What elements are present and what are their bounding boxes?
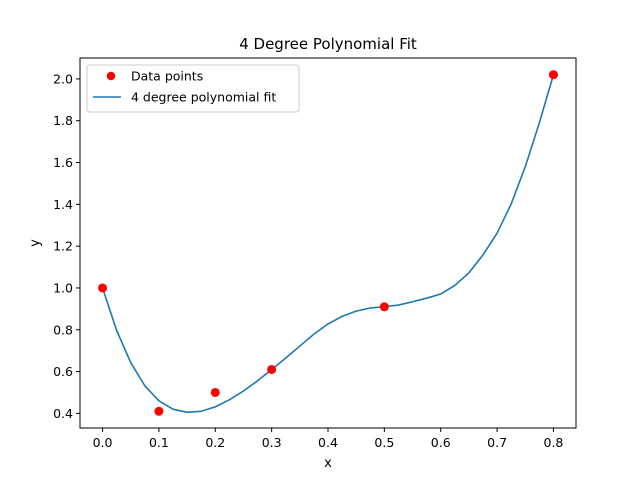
data-point (548, 70, 558, 80)
x-tick-label: 0.7 (487, 435, 507, 450)
y-tick-label: 0.4 (53, 406, 73, 421)
plot-area (98, 70, 558, 416)
y-tick-label: 0.6 (53, 364, 73, 379)
y-tick-label: 1.4 (53, 197, 73, 212)
legend-data-points-marker (106, 71, 116, 81)
x-tick-label: 0.8 (544, 435, 564, 450)
x-axis-label: x (324, 456, 332, 471)
x-tick-label: 0.0 (93, 435, 113, 450)
data-point (154, 406, 164, 416)
y-tick-label: 1.6 (53, 155, 73, 170)
y-axis-ticks: 0.4 0.6 0.8 1.0 1.2 1.4 1.6 1.8 2.0 (53, 71, 80, 421)
x-tick-label: 0.2 (205, 435, 225, 450)
legend: Data points 4 degree polynomial fit (86, 64, 300, 113)
x-tick-label: 0.4 (318, 435, 338, 450)
legend-data-points-label: Data points (131, 69, 203, 84)
chart-title: 4 Degree Polynomial Fit (239, 35, 417, 53)
x-axis-ticks: 0.0 0.1 0.2 0.3 0.4 0.5 0.6 0.7 0.8 (93, 428, 564, 450)
y-tick-label: 2.0 (53, 71, 73, 86)
y-tick-label: 1.0 (53, 280, 73, 295)
y-tick-label: 1.8 (53, 113, 73, 128)
data-point (379, 302, 389, 312)
legend-box (86, 64, 300, 113)
x-tick-label: 0.6 (431, 435, 451, 450)
x-tick-label: 0.5 (374, 435, 394, 450)
legend-fit-line-label: 4 degree polynomial fit (131, 90, 276, 105)
y-axis-label: y (28, 239, 43, 247)
x-tick-label: 0.1 (149, 435, 169, 450)
data-point (210, 387, 220, 397)
axes-frame (79, 57, 577, 429)
y-tick-label: 0.8 (53, 322, 73, 337)
fit-line (101, 74, 555, 414)
y-tick-label: 1.2 (53, 239, 73, 254)
data-point (267, 364, 277, 374)
x-tick-label: 0.3 (262, 435, 282, 450)
data-point (98, 283, 108, 293)
